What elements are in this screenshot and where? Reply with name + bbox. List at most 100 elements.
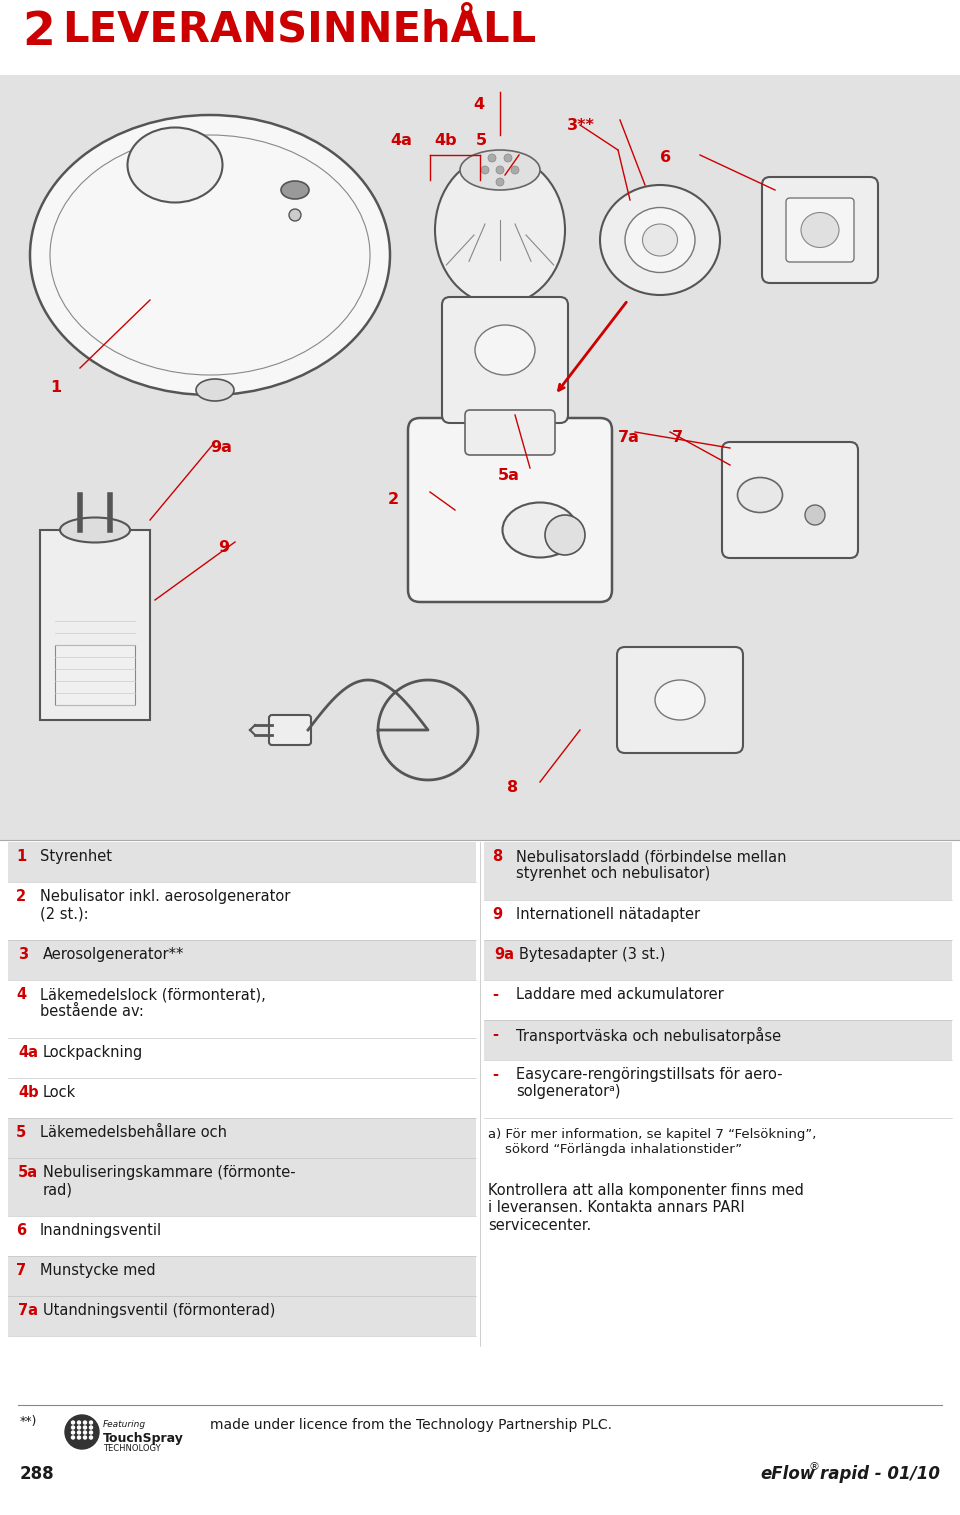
Text: Nebuliseringskammare (förmonte-
rad): Nebuliseringskammare (förmonte- rad) — [43, 1165, 296, 1197]
Bar — [484, 939, 952, 980]
Bar — [8, 1256, 476, 1295]
Text: Laddare med ackumulatorer: Laddare med ackumulatorer — [516, 986, 724, 1001]
Circle shape — [496, 177, 504, 186]
Circle shape — [78, 1432, 81, 1435]
Circle shape — [805, 504, 825, 526]
Text: 3: 3 — [18, 947, 28, 962]
Ellipse shape — [642, 224, 678, 256]
Circle shape — [545, 515, 585, 554]
Circle shape — [504, 155, 512, 162]
Text: 4a: 4a — [18, 1045, 38, 1060]
Text: Inandningsventil: Inandningsventil — [40, 1223, 162, 1238]
Text: 4: 4 — [473, 97, 484, 112]
Circle shape — [84, 1426, 86, 1429]
Bar — [8, 1157, 476, 1217]
Circle shape — [89, 1432, 92, 1435]
Text: 2: 2 — [388, 492, 399, 508]
Text: TouchSpray: TouchSpray — [103, 1432, 184, 1445]
FancyBboxPatch shape — [442, 297, 568, 423]
Text: 5a: 5a — [18, 1165, 38, 1180]
Text: 2: 2 — [22, 11, 55, 55]
Circle shape — [84, 1421, 86, 1424]
Bar — [40, 530, 150, 720]
Text: Easycare-rengöringstillsats för aero-
solgeneratorᵃ): Easycare-rengöringstillsats för aero- so… — [516, 1067, 782, 1100]
Text: -: - — [492, 1027, 498, 1042]
Circle shape — [71, 1432, 75, 1435]
Ellipse shape — [435, 155, 565, 305]
Text: Lockpackning: Lockpackning — [43, 1045, 143, 1060]
Text: Lock: Lock — [43, 1085, 76, 1100]
Text: 7: 7 — [16, 1264, 26, 1279]
Circle shape — [84, 1436, 86, 1439]
Text: 4: 4 — [16, 986, 26, 1001]
FancyBboxPatch shape — [786, 198, 854, 262]
Text: Nebulisatorsladd (förbindelse mellan
styrenhet och nebulisator): Nebulisatorsladd (förbindelse mellan sty… — [516, 848, 786, 882]
Text: Läkemedelslock (förmonterat),
bestående av:: Läkemedelslock (förmonterat), bestående … — [40, 986, 266, 1020]
Bar — [8, 980, 476, 1038]
FancyBboxPatch shape — [722, 442, 858, 558]
Bar — [484, 1060, 952, 1118]
Ellipse shape — [801, 212, 839, 247]
Ellipse shape — [460, 150, 540, 189]
Text: **): **) — [20, 1415, 37, 1429]
Text: -: - — [492, 1067, 498, 1082]
Bar — [484, 1020, 952, 1060]
Bar — [8, 842, 476, 882]
Circle shape — [89, 1426, 92, 1429]
Text: 4b: 4b — [434, 133, 457, 148]
Text: 1: 1 — [50, 380, 61, 395]
Bar — [8, 1118, 476, 1157]
Ellipse shape — [60, 518, 130, 542]
Text: 2: 2 — [16, 889, 26, 904]
Ellipse shape — [475, 326, 535, 376]
Ellipse shape — [30, 115, 390, 395]
Bar — [484, 900, 952, 939]
Bar — [8, 1038, 476, 1079]
Text: Aerosolgenerator**: Aerosolgenerator** — [43, 947, 184, 962]
Text: 5: 5 — [16, 1126, 26, 1139]
Text: Munstycke med: Munstycke med — [40, 1264, 156, 1279]
Bar — [0, 76, 960, 839]
Text: ®: ® — [808, 1462, 819, 1473]
Circle shape — [78, 1421, 81, 1424]
Text: 3**: 3** — [567, 118, 595, 133]
Circle shape — [289, 209, 301, 221]
Circle shape — [84, 1432, 86, 1435]
Text: Transportväska och nebulisatorpåse: Transportväska och nebulisatorpåse — [516, 1027, 781, 1044]
Circle shape — [71, 1426, 75, 1429]
Text: rapid - 01/10: rapid - 01/10 — [820, 1465, 940, 1483]
Bar — [55, 645, 135, 704]
Ellipse shape — [600, 185, 720, 295]
Text: Kontrollera att alla komponenter finns med
i leveransen. Kontakta annars PARI
se: Kontrollera att alla komponenter finns m… — [488, 1183, 804, 1233]
Text: eFlow: eFlow — [760, 1465, 815, 1483]
Text: Nebulisator inkl. aerosolgenerator
(2 st.):: Nebulisator inkl. aerosolgenerator (2 st… — [40, 889, 290, 921]
FancyBboxPatch shape — [408, 418, 612, 601]
Text: 9: 9 — [218, 539, 229, 554]
Text: 7a: 7a — [18, 1303, 38, 1318]
Text: 1: 1 — [16, 848, 26, 864]
Text: 5a: 5a — [498, 468, 520, 483]
Text: 9a: 9a — [494, 947, 514, 962]
FancyBboxPatch shape — [465, 411, 555, 454]
Bar — [8, 939, 476, 980]
Circle shape — [496, 167, 504, 174]
Text: Utandningsventil (förmonterad): Utandningsventil (förmonterad) — [43, 1303, 276, 1318]
Circle shape — [65, 1415, 99, 1448]
Text: Featuring: Featuring — [103, 1420, 146, 1429]
Bar — [8, 882, 476, 939]
Circle shape — [78, 1426, 81, 1429]
Bar — [8, 1217, 476, 1256]
Text: 8: 8 — [507, 780, 518, 795]
Ellipse shape — [655, 680, 705, 720]
Text: Internationell nätadapter: Internationell nätadapter — [516, 907, 700, 923]
Bar — [8, 1295, 476, 1336]
Ellipse shape — [625, 208, 695, 273]
Circle shape — [71, 1421, 75, 1424]
Circle shape — [71, 1436, 75, 1439]
Text: -: - — [492, 986, 498, 1001]
Text: LEVERANSINNEhÅLL: LEVERANSINNEhÅLL — [62, 8, 537, 50]
Ellipse shape — [737, 477, 782, 512]
Bar — [484, 980, 952, 1020]
Text: 6: 6 — [16, 1223, 26, 1238]
FancyBboxPatch shape — [269, 715, 311, 745]
